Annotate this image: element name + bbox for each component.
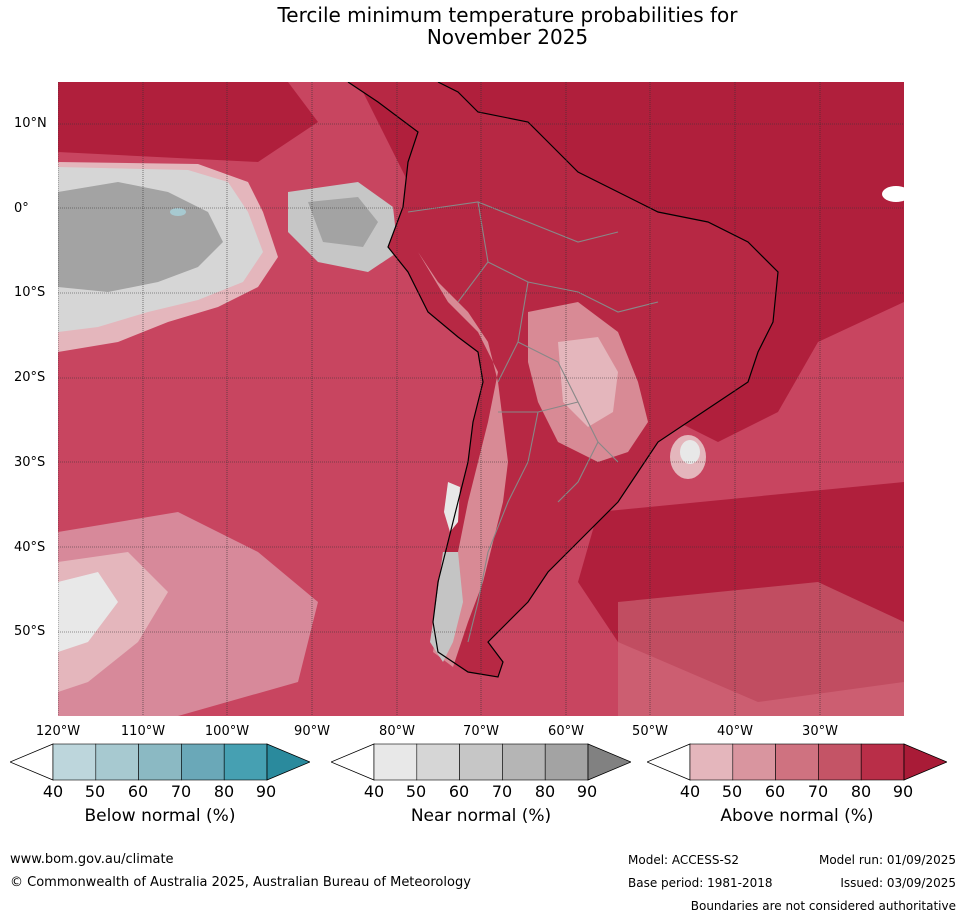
colorbar-tip-low xyxy=(647,743,691,781)
legend-tick: 70 xyxy=(807,782,829,801)
colorbar-tip-high xyxy=(903,743,947,781)
legend-tick: 70 xyxy=(491,782,513,801)
lon-label-100w: 100°W xyxy=(204,724,250,739)
lat-label-30s: 30°S xyxy=(14,455,46,470)
colorbar-segment xyxy=(689,743,734,781)
lon-label-90w: 90°W xyxy=(294,724,330,739)
atlantic-near-normal-patch xyxy=(680,440,700,464)
colorbar-near xyxy=(331,743,631,781)
footer-model: Model: ACCESS-S2 xyxy=(628,853,740,867)
lon-label-60w: 60°W xyxy=(548,724,584,739)
footer-website: www.bom.gov.au/climate xyxy=(10,852,174,867)
legend-tick: 70 xyxy=(170,782,192,801)
galapagos-near-normal-dark xyxy=(308,197,378,247)
lat-label-40s: 40°S xyxy=(14,540,46,555)
legend-tick: 40 xyxy=(363,782,385,801)
legend-tick: 80 xyxy=(213,782,235,801)
legend-tick: 60 xyxy=(127,782,149,801)
legend-above-normal: 40 50 60 70 80 90 Above normal (%) xyxy=(647,742,947,842)
colorbar-below xyxy=(10,743,310,781)
country-borders xyxy=(407,201,659,643)
legend-tick: 90 xyxy=(576,782,598,801)
lon-label-30w: 30°W xyxy=(802,724,838,739)
legend-tick: 40 xyxy=(42,782,64,801)
colorbar-tip-high xyxy=(587,743,631,781)
legend-tick: 40 xyxy=(679,782,701,801)
colorbar-segment xyxy=(459,743,503,781)
lon-label-70w: 70°W xyxy=(463,724,499,739)
colorbar-segment xyxy=(502,743,546,781)
colorbar-segment xyxy=(373,743,418,781)
lon-label-120w: 120°W xyxy=(35,724,81,739)
footer-issued: Issued: 03/09/2025 xyxy=(840,876,956,890)
colorbar-segment xyxy=(860,743,905,781)
colorbar-tip-low xyxy=(331,743,375,781)
legend-below-normal: 40 50 60 70 80 90 Below normal (%) xyxy=(10,742,310,842)
legend-tick: 90 xyxy=(892,782,914,801)
legend-title-above: Above normal (%) xyxy=(720,806,874,826)
legend-tick: 60 xyxy=(448,782,470,801)
ocean-northwest-dark xyxy=(58,82,318,162)
colorbar-segment xyxy=(732,743,776,781)
lon-label-110w: 110°W xyxy=(120,724,166,739)
legend-tick: 50 xyxy=(405,782,427,801)
legend-title-near: Near normal (%) xyxy=(410,806,552,826)
coastline xyxy=(347,82,779,678)
colorbar-above xyxy=(647,743,947,781)
legend-tick: 50 xyxy=(84,782,106,801)
atlantic-white-patch xyxy=(882,186,904,202)
colorbar-segment xyxy=(416,743,460,781)
legend-tick: 50 xyxy=(721,782,743,801)
legend-tick: 80 xyxy=(850,782,872,801)
probability-map xyxy=(58,82,904,716)
gridlines xyxy=(58,82,904,716)
lat-label-10s: 10°S xyxy=(14,285,46,300)
andes-light-band xyxy=(398,212,508,667)
legend-title-below: Below normal (%) xyxy=(84,806,236,826)
colorbar-segment xyxy=(775,743,819,781)
colorbar-segment xyxy=(95,743,139,781)
lon-label-80w: 80°W xyxy=(379,724,415,739)
pacific-below-normal-spot xyxy=(170,208,186,216)
colorbar-tip-high xyxy=(266,743,310,781)
legend-near-normal: 40 50 60 70 80 90 Near normal (%) xyxy=(331,742,631,842)
lat-label-0: 0° xyxy=(14,201,29,216)
map-svg xyxy=(58,82,904,716)
title-line-2: November 2025 xyxy=(426,25,589,49)
chile-near-normal xyxy=(444,482,460,532)
footer-copyright: © Commonwealth of Australia 2025, Austra… xyxy=(10,875,471,890)
colorbar-segment xyxy=(544,743,589,781)
patagonia-near-normal xyxy=(430,552,463,662)
legend-tick: 90 xyxy=(255,782,277,801)
footer-model-run: Model run: 01/09/2025 xyxy=(818,853,956,867)
lon-label-50w: 50°W xyxy=(632,724,668,739)
lat-label-10n: 10°N xyxy=(14,116,47,131)
legend-tick: 80 xyxy=(534,782,556,801)
footer-disclaimer: Boundaries are not considered authoritat… xyxy=(690,899,956,913)
interior-lighter-region xyxy=(558,337,618,427)
ocean-south-light xyxy=(618,582,904,716)
colorbar-segment xyxy=(818,743,862,781)
legend-tick: 60 xyxy=(764,782,786,801)
colorbar-segment xyxy=(223,743,268,781)
title-line-1: Tercile minimum temperature probabilitie… xyxy=(277,3,738,27)
colorbar-segment xyxy=(181,743,225,781)
lat-label-20s: 20°S xyxy=(14,370,46,385)
lon-label-40w: 40°W xyxy=(717,724,753,739)
lat-label-50s: 50°S xyxy=(14,624,46,639)
colorbar-tip-low xyxy=(10,743,54,781)
footer-base-period: Base period: 1981-2018 xyxy=(628,876,773,890)
colorbar-segment xyxy=(52,743,97,781)
colorbar-segment xyxy=(138,743,182,781)
chart-title: Tercile minimum temperature probabilitie… xyxy=(0,4,965,48)
